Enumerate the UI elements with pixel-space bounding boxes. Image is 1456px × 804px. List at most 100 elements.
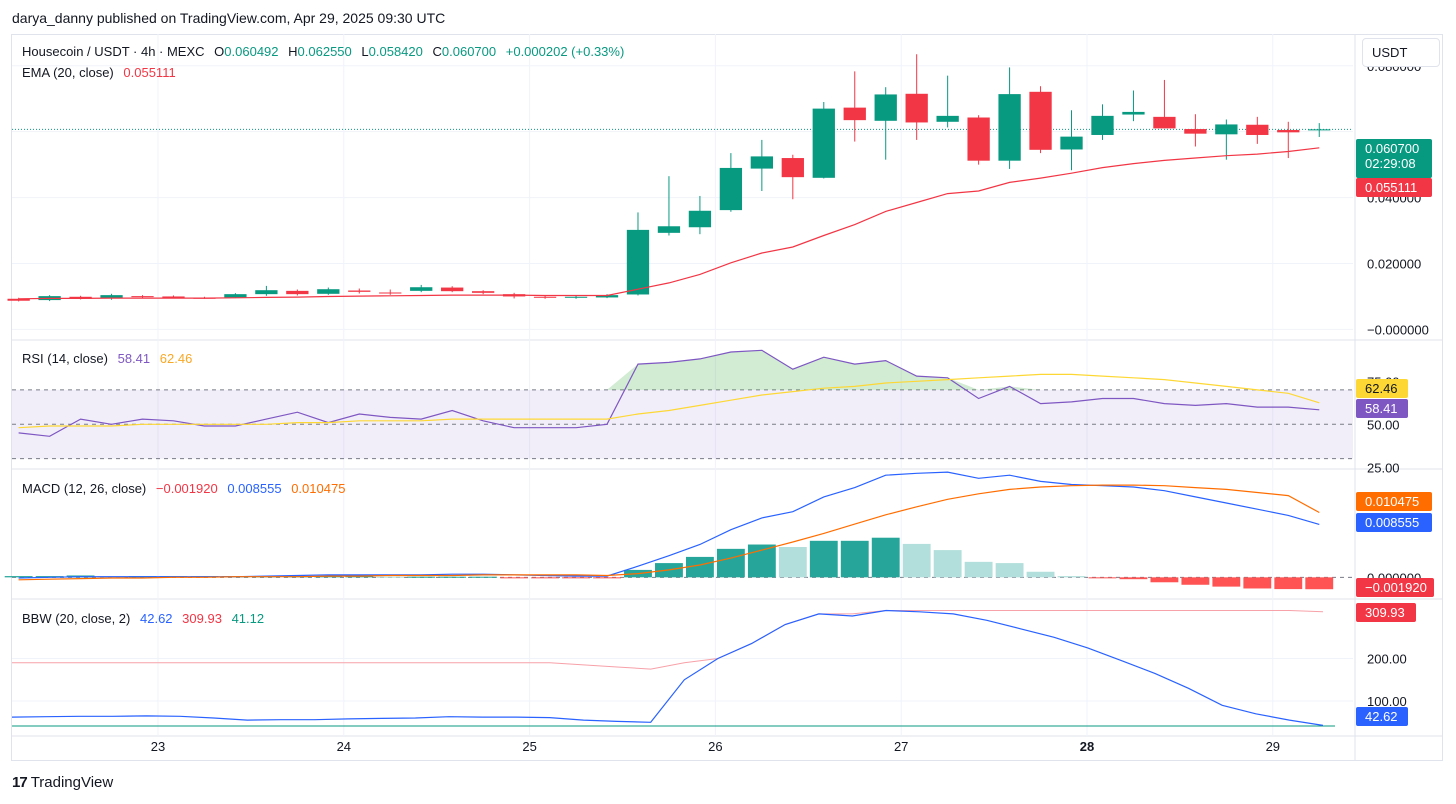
candle-body <box>255 290 278 295</box>
rsi-label[interactable]: RSI (14, close) <box>22 351 108 366</box>
macd-histogram-bar <box>1181 577 1210 585</box>
macd-histogram-bar <box>747 544 776 578</box>
macd-histogram-bar <box>840 540 869 578</box>
signal-line <box>18 484 1320 581</box>
candle-body <box>441 287 464 292</box>
open-label: O <box>214 44 225 59</box>
rsi-legend: RSI (14, close) 58.41 62.46 <box>22 351 192 366</box>
candle-body <box>967 117 990 161</box>
candle-body <box>1246 124 1269 135</box>
macd-histogram-bar <box>1057 576 1086 578</box>
last-price-tag: 0.060700 02:29:08 <box>1356 139 1432 178</box>
macd-histogram-bar <box>964 561 993 578</box>
candle-body <box>69 296 92 299</box>
macd-histogram-bar <box>345 576 374 578</box>
open-value: 0.060492 <box>224 44 279 59</box>
macd-histogram-bar <box>716 548 745 578</box>
x-tick-label: 23 <box>151 739 165 754</box>
candle-body <box>472 291 495 293</box>
candle-body <box>750 156 773 169</box>
macd-hist-value: −0.001920 <box>155 481 218 496</box>
candle-body <box>162 296 185 298</box>
candle-body <box>595 295 619 298</box>
price-tick-label: 0.020000 <box>1367 257 1421 272</box>
high-label: H <box>288 44 298 59</box>
bbw-value: 42.62 <box>140 611 173 626</box>
macd-histogram-bar <box>933 550 962 578</box>
candle-body <box>688 210 712 228</box>
candle-body <box>781 158 804 178</box>
rsi-ma-tag: 62.46 <box>1356 379 1408 398</box>
candle-body <box>657 226 681 233</box>
rsi-tick-label: 25.00 <box>1367 460 1400 475</box>
tradingview-brand[interactable]: 17 TradingView <box>12 774 113 791</box>
ema-line <box>18 147 1320 300</box>
bar-countdown: 02:29:08 <box>1365 156 1416 171</box>
macd-histogram-bar <box>809 540 838 578</box>
price-legend: Housecoin / USDT · 4h · MEXC O0.060492 H… <box>22 44 624 59</box>
macd-histogram-bar <box>871 537 900 578</box>
candle-body <box>936 115 959 122</box>
macd-histogram-bar <box>593 577 621 579</box>
candle-body <box>1029 91 1052 150</box>
macd-histogram-bar <box>562 577 590 579</box>
x-tick-label: 26 <box>708 739 722 754</box>
rsi-tag: 58.41 <box>1356 399 1408 418</box>
signal-tag: 0.010475 <box>1356 492 1432 511</box>
ema-price-tag: 0.055111 <box>1356 178 1432 197</box>
low-value: 0.058420 <box>368 44 423 59</box>
candle-body <box>7 298 30 301</box>
rsi-ma-line <box>18 373 1320 429</box>
candle-body <box>348 290 371 292</box>
candle-body <box>564 296 588 298</box>
close-value: 0.060700 <box>441 44 497 59</box>
rsi-line <box>18 349 1320 437</box>
x-tick-label: 25 <box>522 739 536 754</box>
close-label: C <box>432 44 442 59</box>
price-tick-label: −0.000000 <box>1367 322 1429 337</box>
x-tick-label: 29 <box>1266 739 1280 754</box>
macd-histogram-bar <box>902 543 931 578</box>
macd-histogram-bar <box>438 576 467 578</box>
macd-label[interactable]: MACD (12, 26, close) <box>22 481 147 496</box>
x-tick-label: 27 <box>894 739 908 754</box>
ema-value: 0.055111 <box>123 65 176 80</box>
candle-body <box>905 93 928 123</box>
macd-legend: MACD (12, 26, close) −0.001920 0.008555 … <box>22 481 345 496</box>
x-tick-label: 24 <box>337 739 351 754</box>
macd-histogram-bar <box>1088 577 1117 579</box>
candle-body <box>1091 115 1114 135</box>
macd-histogram-bar <box>531 577 560 579</box>
macd-histogram-bar <box>4 576 33 578</box>
currency-unit-button[interactable]: USDT <box>1362 38 1440 67</box>
macd-histogram-bar <box>1119 577 1148 580</box>
candle-body <box>1153 116 1176 129</box>
macd-histogram-bar <box>685 556 714 578</box>
tradingview-logo-icon: 17 <box>12 774 28 791</box>
candle-body <box>1277 130 1300 133</box>
bbw-legend: BBW (20, close, 2) 42.62 309.93 41.12 <box>22 611 264 626</box>
candle-body <box>410 287 433 291</box>
candle-body <box>224 294 247 298</box>
symbol-title[interactable]: Housecoin / USDT · 4h · MEXC <box>22 44 205 59</box>
high-value: 0.062550 <box>297 44 352 59</box>
bbw-line <box>11 609 1324 726</box>
signal-value: 0.010475 <box>291 481 346 496</box>
candle-body <box>1060 136 1083 150</box>
macd-histogram-bar <box>1026 571 1055 578</box>
candle-body <box>626 229 650 295</box>
macd-histogram-bar <box>376 576 405 578</box>
rsi-overbought-fill <box>18 350 1320 390</box>
candle-body <box>1215 124 1238 135</box>
candle-body <box>843 107 866 121</box>
bbw-label[interactable]: BBW (20, close, 2) <box>22 611 131 626</box>
macd-tag: 0.008555 <box>1356 513 1432 532</box>
ema-label[interactable]: EMA (20, close) <box>22 65 114 80</box>
candle-body <box>286 290 309 295</box>
candle-body <box>100 295 123 299</box>
rsi-tick-label: 50.00 <box>1367 417 1400 432</box>
macd-histogram-bar <box>1243 577 1272 589</box>
bbw-high-value: 309.93 <box>182 611 222 626</box>
macd-histogram-bar <box>407 576 436 578</box>
